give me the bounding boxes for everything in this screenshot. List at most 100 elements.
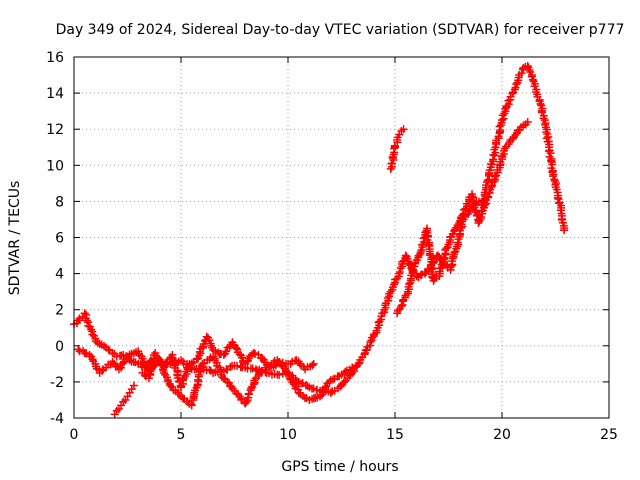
series-isolated-segment — [386, 125, 408, 173]
y-tick-label: 12 — [46, 122, 64, 138]
data-point — [74, 345, 83, 354]
data-point-trace — [416, 271, 425, 280]
data-point-trace — [175, 377, 184, 386]
data-point-trace — [412, 272, 421, 281]
data-point-trace — [222, 347, 231, 356]
series-lower-branch — [74, 345, 357, 410]
data-point-trace — [341, 367, 350, 376]
data-point-trace — [549, 172, 558, 181]
data-point — [129, 381, 138, 390]
data-point-trace — [205, 336, 214, 345]
data-point-trace — [484, 192, 493, 201]
series-main-track — [70, 62, 569, 397]
data-point — [80, 309, 89, 318]
data-point-trace — [160, 362, 169, 371]
data-point — [399, 125, 408, 134]
y-tick-label: 10 — [46, 158, 64, 174]
x-tick-label: 5 — [177, 427, 186, 443]
data-point-trace — [499, 114, 508, 123]
data-point — [536, 99, 545, 108]
data-point — [487, 182, 496, 191]
data-point-trace — [162, 358, 171, 367]
data-point-trace — [242, 397, 251, 406]
data-point — [82, 316, 91, 325]
data-point-trace — [88, 355, 97, 364]
data-point-trace — [368, 333, 377, 342]
data-point-trace — [517, 69, 526, 78]
data-point-trace — [187, 400, 196, 409]
data-point — [294, 388, 303, 397]
data-point-trace — [247, 384, 256, 393]
y-tick-label: -2 — [50, 375, 64, 391]
data-point-trace — [539, 114, 548, 123]
data-markers — [70, 62, 569, 419]
data-point-trace — [450, 248, 459, 257]
data-point — [249, 349, 258, 358]
data-point-trace — [396, 264, 405, 273]
y-axis-title: SDTVAR / TECUs — [7, 181, 23, 296]
data-point — [284, 370, 292, 379]
data-point-trace — [458, 211, 467, 220]
data-point-trace — [118, 359, 127, 368]
data-point-trace — [366, 337, 375, 346]
data-point-trace — [308, 361, 317, 370]
x-tick-label: 0 — [70, 427, 79, 443]
data-point-trace — [231, 343, 240, 352]
data-point — [416, 247, 425, 256]
x-tick-label: 20 — [493, 427, 511, 443]
data-point — [198, 359, 207, 368]
x-tick-label: 10 — [279, 427, 297, 443]
data-point-trace — [281, 366, 290, 375]
data-point-trace — [295, 359, 304, 368]
x-axis-title: GPS time / hours — [281, 459, 398, 475]
data-point-trace — [88, 330, 97, 339]
data-point-trace — [329, 375, 338, 384]
data-point-trace — [178, 394, 187, 403]
y-tick-label: 4 — [55, 267, 64, 283]
data-point-trace — [508, 134, 517, 143]
data-point — [442, 244, 451, 253]
data-point-trace — [436, 264, 445, 273]
data-point — [87, 325, 96, 334]
data-point — [386, 164, 395, 173]
data-point-trace — [528, 75, 537, 84]
y-tick-label: 16 — [46, 50, 64, 66]
y-tick-label: 0 — [55, 339, 64, 355]
y-tick-label: 8 — [55, 194, 64, 210]
data-point-trace — [468, 192, 477, 201]
data-point — [386, 287, 395, 296]
series-early-descent — [110, 381, 138, 419]
data-point — [258, 354, 267, 363]
data-point-trace — [450, 225, 459, 234]
data-point-trace — [275, 370, 284, 379]
x-tick-label: 15 — [386, 427, 404, 443]
data-point — [159, 363, 168, 372]
data-point-trace — [85, 350, 94, 359]
data-point — [397, 302, 406, 311]
y-tick-label: 6 — [55, 231, 64, 247]
data-point-trace — [233, 361, 242, 370]
data-point-trace — [339, 378, 348, 387]
data-point — [309, 359, 318, 368]
data-point-trace — [547, 156, 556, 165]
data-point-trace — [227, 382, 236, 391]
data-point — [498, 116, 506, 125]
data-point-trace — [226, 362, 235, 371]
data-point — [166, 381, 175, 390]
chart-title: Day 349 of 2024, Sidereal Day-to-day VTE… — [56, 22, 625, 38]
data-point — [523, 117, 532, 126]
data-point-trace — [223, 377, 232, 386]
axis-ticks: 0 5 10 15 20 25 -4 -2 0 2 4 6 8 10 12 14 16 — [46, 50, 618, 443]
data-point-trace — [187, 359, 196, 368]
y-tick-label: -4 — [50, 411, 64, 427]
data-point — [108, 358, 117, 367]
data-point — [219, 374, 228, 383]
data-point-trace — [500, 144, 509, 153]
data-point — [560, 226, 569, 235]
series-middle-cluster — [393, 117, 532, 318]
data-point-trace — [383, 293, 392, 302]
x-tick-label: 25 — [600, 427, 618, 443]
data-point — [354, 359, 363, 368]
data-point — [348, 363, 357, 372]
